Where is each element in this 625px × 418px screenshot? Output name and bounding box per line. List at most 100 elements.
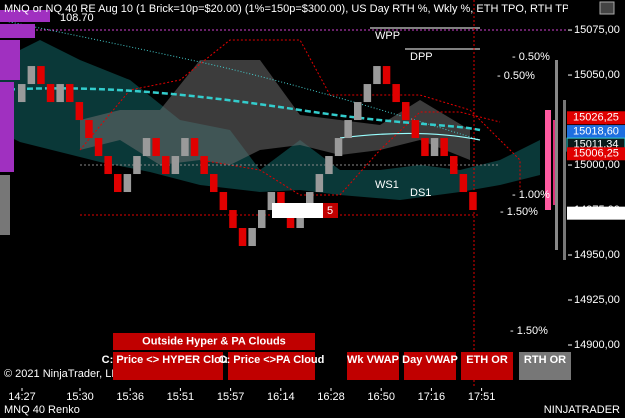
price-marker-label: 15026,25: [573, 112, 619, 124]
brick: [114, 174, 122, 193]
profile-bar: [0, 175, 10, 235]
brick: [267, 192, 276, 211]
brick: [94, 138, 103, 157]
button-label[interactable]: C: Price <> HYPER Cloud: [102, 354, 235, 366]
toolbar-button[interactable]: RTH OR: [519, 352, 571, 380]
toolbar-button[interactable]: ETH OR: [461, 352, 513, 380]
x-tick-label: 16:28: [317, 391, 345, 403]
info-value: 5: [327, 205, 333, 217]
annotation: - 0.50%: [512, 51, 550, 63]
annotation: WPP: [375, 30, 400, 42]
button-background[interactable]: [404, 352, 456, 380]
brick: [334, 138, 343, 157]
brick: [430, 138, 439, 157]
x-tick-label: 17:51: [468, 391, 496, 403]
toolbar-button[interactable]: Outside Hyper & PA Clouds: [113, 333, 315, 350]
pivot-line: [370, 27, 480, 50]
price-marker-label: 15006,25: [573, 148, 619, 160]
brick: [56, 84, 64, 103]
cloud: [80, 60, 470, 165]
button-background[interactable]: [113, 333, 315, 350]
button-background[interactable]: [347, 352, 399, 380]
button-background[interactable]: [228, 352, 315, 380]
instrument: MNQ 40 Renko: [4, 404, 80, 416]
window-button[interactable]: [599, 1, 615, 15]
button-label[interactable]: ETH OR: [466, 354, 508, 366]
brick: [277, 192, 285, 211]
y-tick-label: 15075,00: [574, 24, 620, 36]
button-label[interactable]: Outside Hyper & PA Clouds: [142, 335, 286, 347]
brick: [392, 84, 400, 103]
annotation: 108.70: [60, 12, 94, 24]
ma-line: [0, 19, 481, 141]
brick: [18, 84, 26, 103]
brick: [411, 120, 420, 139]
price-marker: [567, 147, 625, 161]
ma-line: [0, 87, 481, 132]
brick: [229, 210, 237, 229]
button-label[interactable]: Wk VWAP: [347, 354, 399, 366]
price-marker-label: 15018,60: [573, 125, 619, 137]
annotation: DS1: [410, 187, 431, 199]
profile-bar: [0, 40, 20, 80]
brick: [248, 228, 256, 247]
info-value: 0.75: [286, 205, 307, 217]
profile-bar: [0, 24, 35, 38]
brick: [440, 138, 448, 157]
y-tick-label: 14950,00: [574, 249, 620, 261]
brick: [142, 138, 151, 157]
brick: [354, 102, 362, 121]
info-box: [323, 203, 338, 218]
y-axis-area: [568, 0, 625, 390]
brick: [402, 102, 410, 121]
button-background[interactable]: [461, 352, 513, 380]
x-tick-label: 17:16: [418, 391, 446, 403]
toolbar-button[interactable]: C: Price <> HYPER Cloud: [102, 352, 235, 380]
brick: [200, 156, 208, 175]
button-label[interactable]: RTH OR: [524, 354, 566, 366]
price-marker-label: 14973,25: [573, 207, 619, 219]
chart-title: MNQ or NQ 40 RE Aug 10 (1 Brick=10p=$20.…: [4, 3, 578, 15]
brick: [306, 192, 314, 211]
brick: [123, 174, 132, 193]
brick: [325, 156, 333, 175]
brick: [219, 192, 228, 211]
info-box: [272, 203, 323, 218]
brick: [469, 192, 477, 211]
toolbar-button[interactable]: Wk VWAP: [347, 352, 399, 380]
toolbar-button[interactable]: Day VWAP: [402, 352, 458, 380]
brick: [238, 228, 247, 247]
x-tick-label: 15:36: [116, 391, 144, 403]
brick: [286, 210, 295, 229]
annotation: - 1.50%: [510, 325, 548, 337]
x-tick-label: 15:30: [66, 391, 94, 403]
copyright: © 2021 NinjaTrader, LLC: [4, 368, 125, 380]
x-tick-label: 16:50: [367, 391, 395, 403]
annotation: - 1.50%: [500, 206, 538, 218]
brick: [181, 138, 189, 157]
profile-bar: [563, 100, 566, 260]
price-marker: [567, 111, 625, 125]
y-tick-label: 14900,00: [574, 339, 620, 351]
profile-bar: [545, 110, 551, 210]
button-label[interactable]: C: Price <>PA Cloud: [219, 354, 325, 366]
brand: NINJATRADER: [544, 404, 620, 416]
annotation: - 0.50%: [497, 70, 535, 82]
price-marker: [567, 206, 625, 220]
brick: [258, 210, 266, 229]
brick: [363, 84, 372, 103]
annotation: - 1.00%: [512, 189, 550, 201]
brick: [210, 174, 218, 193]
brick: [37, 66, 45, 85]
annotation: WS1: [375, 179, 399, 191]
x-tick-label: 14:27: [8, 391, 36, 403]
y-tick-label: 15050,00: [574, 69, 620, 81]
toolbar-button[interactable]: C: Price <>PA Cloud: [219, 352, 325, 380]
brick: [75, 102, 84, 121]
button-label[interactable]: Day VWAP: [402, 354, 458, 366]
button-background[interactable]: [113, 352, 223, 380]
brick: [190, 138, 199, 157]
brick: [459, 174, 468, 193]
button-background[interactable]: [519, 352, 571, 380]
